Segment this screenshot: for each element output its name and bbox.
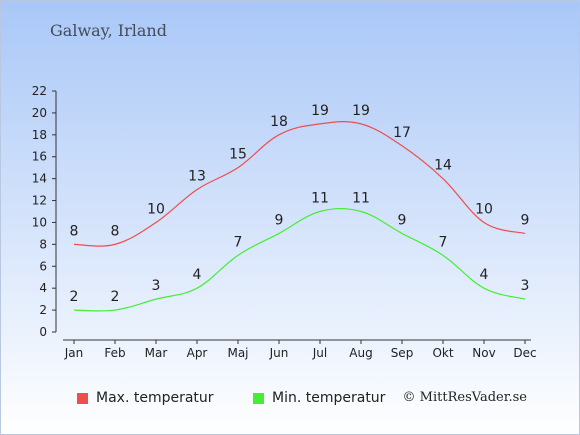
data-label-max: 15	[229, 147, 247, 163]
legend-swatch-max	[77, 392, 88, 404]
y-tick-label: 6	[39, 259, 47, 273]
data-label-max: 18	[270, 114, 288, 130]
x-tick-label: Jul	[312, 346, 327, 360]
x-tick-label: Nov	[472, 346, 495, 360]
data-label-max: 14	[434, 158, 452, 174]
y-tick-label: 4	[39, 281, 47, 295]
data-label-min: 2	[70, 289, 79, 305]
data-label-min: 11	[352, 191, 370, 207]
data-label-min: 9	[275, 212, 284, 228]
legend-item-min: Min. temperatur	[253, 390, 385, 406]
series-line-max	[73, 121, 526, 247]
data-label-max: 10	[475, 201, 493, 217]
data-label-min: 11	[311, 191, 329, 207]
data-label-min: 7	[439, 234, 448, 250]
series-line-min	[73, 207, 526, 312]
data-label-min: 4	[193, 267, 202, 283]
legend-swatch-min	[253, 392, 264, 404]
data-label-min: 3	[521, 278, 530, 294]
y-tick-label: 10	[32, 215, 47, 229]
x-tick-label: Aug	[349, 346, 372, 360]
data-label-min: 3	[152, 278, 161, 294]
y-tick-label: 0	[39, 325, 47, 339]
data-label-max: 8	[70, 223, 79, 239]
data-label-min: 9	[398, 212, 407, 228]
x-tick-label: Feb	[104, 346, 125, 360]
x-tick-label: Mar	[145, 346, 168, 360]
x-tick-label: Maj	[227, 346, 248, 360]
data-label-min: 4	[480, 267, 489, 283]
y-tick-label: 14	[32, 172, 47, 186]
data-label-min: 2	[111, 289, 120, 305]
legend-label-min: Min. temperatur	[272, 390, 386, 406]
x-tick-label: Sep	[391, 346, 414, 360]
data-label-max: 19	[352, 103, 370, 119]
location-title: Galway, Irland	[50, 21, 167, 40]
y-tick-label: 18	[32, 128, 47, 142]
y-tick-label: 20	[32, 106, 47, 120]
data-label-max: 13	[188, 169, 206, 185]
data-label-min: 7	[234, 234, 243, 250]
data-label-max: 17	[393, 125, 411, 141]
data-label-max: 19	[311, 103, 329, 119]
y-tick-label: 2	[39, 303, 47, 317]
copyright-text: © MittResVader.se	[402, 390, 527, 405]
y-tick-label: 16	[32, 150, 47, 164]
y-tick-label: 12	[32, 194, 47, 208]
y-tick-label: 8	[39, 237, 47, 251]
x-tick-label: Jan	[64, 346, 84, 360]
x-tick-label: Okt	[432, 346, 453, 360]
y-tick-label: 22	[32, 84, 47, 98]
x-tick-label: Dec	[513, 346, 536, 360]
x-tick-label: Apr	[187, 346, 208, 360]
data-label-max: 10	[147, 201, 165, 217]
data-label-max: 9	[521, 212, 530, 228]
legend-item-max: Max. temperatur	[77, 390, 214, 406]
data-label-max: 8	[111, 223, 120, 239]
legend-label-max: Max. temperatur	[96, 390, 214, 406]
x-tick-label: Jun	[269, 346, 289, 360]
